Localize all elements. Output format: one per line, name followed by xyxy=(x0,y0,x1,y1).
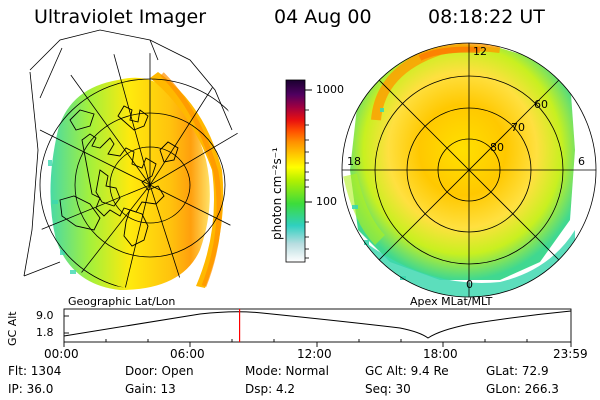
dsp-value: Dsp: 4.2 xyxy=(245,382,296,396)
colorbar xyxy=(285,79,312,263)
geographic-projection xyxy=(23,29,243,290)
flight-number: Flt: 1304 xyxy=(8,364,62,378)
apex-panel-label: Apex MLat/MLT xyxy=(410,295,493,308)
apex-projection xyxy=(341,42,597,298)
gc-altitude: GC Alt: 9.4 Re xyxy=(365,364,449,378)
mlt-label-12: 12 xyxy=(473,45,487,58)
gain-value: Gain: 13 xyxy=(125,382,176,396)
geo-latitude: GLat: 72.9 xyxy=(486,364,549,378)
instrument-title: Ultraviolet Imager xyxy=(34,6,207,28)
mlt-label-6: 6 xyxy=(578,155,585,168)
mlt-label-18: 18 xyxy=(347,155,361,168)
image-date: 04 Aug 00 xyxy=(274,6,372,28)
colorbar-tick-100: 100 xyxy=(316,195,337,208)
colorbar-unit-label: photon cm⁻²s⁻¹ xyxy=(270,147,284,240)
mlat-label-70: 70 xyxy=(511,121,525,134)
geo-longitude: GLon: 266.3 xyxy=(486,382,559,396)
mlat-label-60: 60 xyxy=(534,98,548,111)
mode-status: Mode: Normal xyxy=(245,364,329,378)
geographic-panel-label: Geographic Lat/Lon xyxy=(68,295,176,308)
xtick-0600: 06:00 xyxy=(170,347,205,361)
sequence-number: Seq: 30 xyxy=(365,382,411,396)
xtick-2359: 23:59 xyxy=(553,347,588,361)
altitude-ylabel: GC Alt xyxy=(6,311,19,346)
xtick-1200: 12:00 xyxy=(297,347,332,361)
altitude-plot xyxy=(63,308,572,347)
image-time: 08:18:22 UT xyxy=(428,6,545,28)
xtick-1800: 18:00 xyxy=(423,347,458,361)
colorbar-tick-1000: 1000 xyxy=(316,83,344,96)
altitude-ytick-low: 1.8 xyxy=(36,326,54,339)
mlat-label-80: 80 xyxy=(490,141,504,154)
altitude-ytick-high: 9.0 xyxy=(36,309,54,322)
door-status: Door: Open xyxy=(125,364,194,378)
ip-value: IP: 36.0 xyxy=(8,382,54,396)
xtick-0000: 00:00 xyxy=(44,347,79,361)
mlt-label-0: 0 xyxy=(466,278,473,291)
